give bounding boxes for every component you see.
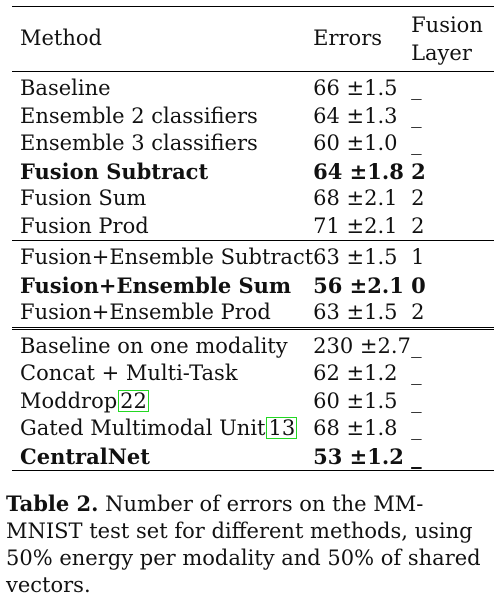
method-name: Fusion+Ensemble Subtract <box>20 245 314 269</box>
table-row: CentralNet 53 ±1.2 _ <box>12 443 494 471</box>
method-name: Baseline <box>20 76 111 100</box>
cell-fusion-layer: 2 <box>411 158 426 184</box>
table-row: Fusion+Ensemble Prod 63 ±1.5 2 <box>12 299 494 328</box>
cell-fusion-layer: _ <box>411 361 422 385</box>
results-table: Method Errors Fusion Layer Baseline 66 ±1… <box>12 6 494 471</box>
cell-method: Moddrop 22 <box>12 388 313 416</box>
cell-method: Fusion+Ensemble Sum <box>12 272 313 300</box>
table-row: Ensemble 3 classifiers 60 ±1.0 _ <box>12 130 494 158</box>
method-name: CentralNet <box>20 443 150 469</box>
cell-fusion-layer: 2 <box>411 300 425 324</box>
header-fusion-layer-line2: Layer <box>411 41 472 65</box>
cell-errors: 230 ±2.7 <box>313 333 411 358</box>
cell-fusion-layer: _ <box>411 131 422 155</box>
table-row: Ensemble 2 classifiers 64 ±1.3 _ <box>12 103 494 131</box>
cell-method: Baseline on one modality <box>12 328 313 360</box>
results-table-container: Method Errors Fusion Layer Baseline 66 ±1… <box>12 6 494 471</box>
cell-method: Fusion Prod <box>12 213 313 241</box>
cell-fusion-layer: _ <box>411 416 422 440</box>
table-row: Moddrop 22 60 ±1.5 _ <box>12 388 494 416</box>
cell-fusion-layer: 2 <box>411 186 425 210</box>
method-name: Moddrop <box>20 388 118 413</box>
cell-fusion-layer: _ <box>411 443 422 469</box>
citation-link[interactable]: 22 <box>118 388 149 413</box>
table-caption: Table 2. Number of errors on the MM-MNIS… <box>6 490 496 599</box>
table-row: Fusion Subtract 64 ±1.8 2 <box>12 158 494 186</box>
cell-method: CentralNet <box>12 443 313 471</box>
method-name: Gated Multimodal Unit <box>20 416 266 440</box>
cell-errors: 68 ±1.8 <box>313 416 398 440</box>
cell-errors: 68 ±2.1 <box>313 186 398 210</box>
method-name: Ensemble 3 classifiers <box>20 131 258 155</box>
cell-fusion-layer: 0 <box>411 272 426 298</box>
cell-errors: 63 ±1.5 <box>313 245 398 269</box>
table-row: Fusion+Ensemble Sum 56 ±2.1 0 <box>12 272 494 300</box>
header-errors: Errors <box>313 26 383 51</box>
table-body: Baseline 66 ±1.5 _ Ensemble 2 classifiers 64… <box>12 71 494 471</box>
cell-method: Ensemble 3 classifiers <box>12 130 313 158</box>
cell-fusion-layer: _ <box>411 388 422 413</box>
cell-fusion-layer: _ <box>411 333 422 358</box>
cell-method: Ensemble 2 classifiers <box>12 103 313 131</box>
table-row: Baseline on one modality 230 ±2.7 _ <box>12 328 494 360</box>
cell-fusion-layer: _ <box>411 76 422 100</box>
cell-method: Fusion Sum <box>12 185 313 213</box>
cell-errors: 56 ±2.1 <box>313 272 404 298</box>
cell-errors: 64 ±1.3 <box>313 103 398 128</box>
table-row: Fusion Sum 68 ±2.1 2 <box>12 185 494 213</box>
cell-errors: 63 ±1.5 <box>313 300 398 324</box>
cell-fusion-layer: _ <box>411 103 422 128</box>
table-row: Gated Multimodal Unit 13 68 ±1.8 _ <box>12 415 494 443</box>
cell-method: Gated Multimodal Unit 13 <box>12 415 313 443</box>
cell-method: Fusion Subtract <box>12 158 313 186</box>
cell-errors: 62 ±1.2 <box>313 361 398 385</box>
table-row: Concat + Multi-Task 62 ±1.2 _ <box>12 360 494 388</box>
method-name: Fusion Subtract <box>20 158 209 184</box>
cell-errors: 64 ±1.8 <box>313 158 404 184</box>
table-row: Fusion+Ensemble Subtract 63 ±1.5 1 <box>12 240 494 272</box>
cell-errors: 60 ±1.0 <box>313 131 398 155</box>
method-name: Fusion Sum <box>20 186 147 210</box>
cell-errors: 53 ±1.2 <box>313 443 404 469</box>
cell-errors: 66 ±1.5 <box>313 76 398 100</box>
method-name: Fusion+Ensemble Sum <box>20 272 292 298</box>
method-name: Fusion+Ensemble Prod <box>20 300 271 324</box>
cell-method: Baseline <box>12 72 313 103</box>
header-fusion-layer: Fusion Layer <box>411 7 494 72</box>
header-fusion-layer-line1: Fusion <box>411 13 483 37</box>
method-name: Concat + Multi-Task <box>20 361 238 385</box>
cell-fusion-layer: 1 <box>411 245 425 269</box>
cell-errors: 60 ±1.5 <box>313 388 398 413</box>
citation-link[interactable]: 13 <box>266 416 298 440</box>
cell-errors: 71 ±2.1 <box>313 213 398 238</box>
cell-method: Concat + Multi-Task <box>12 360 313 388</box>
header-method: Method <box>20 26 102 51</box>
table-row: Baseline 66 ±1.5 _ <box>12 71 494 103</box>
table-row: Fusion Prod 71 ±2.1 2 <box>12 213 494 241</box>
method-name: Baseline on one modality <box>20 333 288 358</box>
cell-fusion-layer: 2 <box>411 213 425 238</box>
method-name: Fusion Prod <box>20 213 149 238</box>
cell-method: Fusion+Ensemble Prod <box>12 299 313 328</box>
method-name: Ensemble 2 classifiers <box>20 103 258 128</box>
caption-label: Table 2. <box>6 491 99 516</box>
table-header-row: Method Errors Fusion Layer <box>12 6 494 72</box>
cell-method: Fusion+Ensemble Subtract <box>12 241 313 272</box>
